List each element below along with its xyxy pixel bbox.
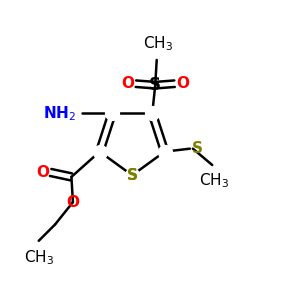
Text: NH$_2$: NH$_2$ [44, 104, 76, 123]
Text: O: O [121, 76, 134, 91]
Text: O: O [176, 76, 189, 91]
Text: S: S [149, 76, 161, 94]
Text: CH$_3$: CH$_3$ [199, 171, 229, 190]
Text: CH$_3$: CH$_3$ [24, 248, 54, 267]
Text: S: S [191, 141, 203, 156]
Text: O: O [66, 195, 80, 210]
Text: O: O [37, 165, 50, 180]
Text: CH$_3$: CH$_3$ [143, 34, 173, 52]
Text: S: S [127, 168, 138, 183]
Text: S: S [127, 168, 138, 183]
